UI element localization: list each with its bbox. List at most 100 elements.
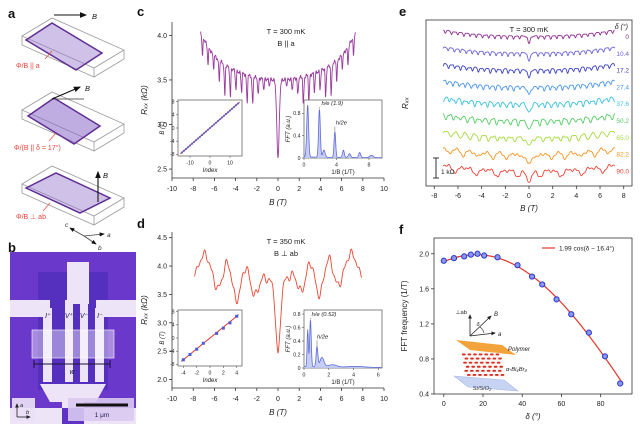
- svg-text:37.6: 37.6: [616, 101, 629, 108]
- axes: -10 -8 -6 -4 -2 0 2 4 6 8 10 2.5 3.0 3.5 4.0: [157, 22, 388, 193]
- svg-text:B (T): B (T): [160, 331, 166, 344]
- panel-e-chart: -8 -6 -4 -2 0 2 4 6 8 B (T) Rₓₓ T = 300 mK δ (°) 0 10.…: [401, 19, 633, 213]
- crystal-axes: c a b: [65, 222, 111, 250]
- svg-text:4: 4: [335, 163, 338, 169]
- svg-text:0: 0: [625, 34, 629, 41]
- field-label: B: [103, 171, 108, 180]
- svg-text:2: 2: [551, 193, 555, 200]
- svg-text:Si/SiO₂: Si/SiO₂: [473, 386, 492, 392]
- panel-d-chart: -10 -8 -6 -4 -2 0 2 4 6 8 10 2.0 2.5 3.0 3.5 4.0 4.5 B (T…: [140, 232, 388, 417]
- svg-text:50.2: 50.2: [616, 118, 629, 125]
- data-point: [539, 281, 546, 288]
- axis-a-label: a: [107, 232, 111, 239]
- svg-text:δ (°): δ (°): [615, 23, 628, 31]
- svg-text:0: 0: [172, 126, 175, 132]
- svg-text:Index: Index: [203, 168, 219, 174]
- svg-text:-8: -8: [170, 152, 175, 158]
- svg-text:3.5: 3.5: [157, 77, 167, 84]
- resistance-scale-bar: 1 kΩ: [433, 157, 455, 179]
- fft-inset: 0 2 4 6 0 0.2 0.4 0.6 0.8 1/B (1/T) FFT (a.u.) h/e …: [286, 309, 383, 386]
- svg-text:0.4: 0.4: [293, 133, 300, 139]
- svg-text:δ (°): δ (°): [525, 412, 541, 421]
- main-curve: [193, 248, 363, 354]
- svg-text:-10: -10: [167, 186, 177, 193]
- svg-text:4: 4: [318, 186, 322, 193]
- svg-text:h/2e: h/2e: [336, 121, 348, 127]
- svg-text:1.6: 1.6: [419, 286, 429, 293]
- svg-text:4: 4: [172, 323, 175, 329]
- svg-text:0: 0: [298, 366, 301, 372]
- svg-text:-2: -2: [254, 186, 260, 193]
- svg-text:90.0: 90.0: [616, 168, 629, 175]
- svg-text:-4: -4: [170, 349, 175, 355]
- panel-f-chart: 0 20 40 60 80 0.4 0.8 1.2 1.6 2.0 δ (°) FFT frequen…: [400, 237, 633, 421]
- svg-text:10.4: 10.4: [616, 51, 629, 58]
- svg-text:FFT (a.u.): FFT (a.u.): [286, 326, 292, 353]
- svg-text:0.6: 0.6: [293, 325, 300, 331]
- data-point: [617, 380, 624, 387]
- svg-text:0: 0: [209, 161, 212, 167]
- svg-text:2: 2: [222, 371, 225, 377]
- svg-text:-4: -4: [232, 396, 238, 403]
- svg-text:8: 8: [368, 163, 371, 169]
- svg-text:B: B: [494, 312, 498, 318]
- field-label: B: [85, 84, 90, 93]
- svg-text:20: 20: [479, 401, 487, 408]
- axes: -10 -8 -6 -4 -2 0 2 4 6 8 10 2.0 2.5 3.0 3.5 4.0 4.5: [157, 232, 388, 403]
- scale-bar-label: 1 μm: [95, 412, 110, 419]
- svg-text:8: 8: [172, 309, 175, 315]
- svg-text:4: 4: [172, 113, 175, 119]
- svg-text:1.2: 1.2: [419, 321, 429, 328]
- frame: [425, 19, 633, 187]
- orientation-axes: a b: [12, 398, 35, 421]
- svg-text:2.5: 2.5: [157, 167, 167, 174]
- svg-text:6: 6: [340, 186, 344, 193]
- axis-c-label: c: [65, 222, 69, 229]
- svg-text:8: 8: [172, 99, 175, 105]
- svg-text:3.0: 3.0: [157, 320, 167, 327]
- delta-curve-27.4: [442, 79, 615, 95]
- svg-text:6: 6: [377, 373, 380, 379]
- data-point: [568, 311, 575, 318]
- svg-text:4.0: 4.0: [157, 33, 167, 40]
- svg-text:27.4: 27.4: [616, 84, 629, 91]
- svg-text:65.0: 65.0: [616, 135, 629, 142]
- width-label: w: [69, 369, 75, 376]
- svg-text:10: 10: [380, 186, 388, 193]
- svg-text:0: 0: [303, 373, 306, 379]
- electrode-V-minus-label: V⁻: [80, 313, 89, 320]
- svg-text:-6: -6: [211, 186, 217, 193]
- fft-inset: 0 4 8 0 0.4 0.8 1/B (1/T) FFT (a.u.) h/e (1.9) h/…: [286, 99, 383, 176]
- svg-text:0.8: 0.8: [293, 312, 300, 318]
- delta-curve-10.4: [442, 46, 616, 62]
- svg-text:0.4: 0.4: [419, 392, 429, 399]
- svg-text:4: 4: [318, 396, 322, 403]
- delta-curve-37.6: [442, 96, 615, 113]
- svg-text:-6: -6: [211, 396, 217, 403]
- panel-b-micrograph: w I⁺ V⁺ V⁻ I⁻ a b 1 μm: [10, 252, 136, 424]
- field-label: B: [92, 12, 97, 21]
- axis-b-label: b: [98, 245, 102, 250]
- svg-text:4: 4: [235, 371, 238, 377]
- svg-text:10: 10: [380, 396, 388, 403]
- svg-text:B ⊥ ab: B ⊥ ab: [274, 249, 298, 258]
- field-arrow: [51, 86, 82, 100]
- index-inset: -4 -2 0 2 4 -8 -4 0 4 8 Index B (T): [160, 309, 243, 384]
- svg-text:T = 300 mK: T = 300 mK: [510, 25, 549, 34]
- svg-text:-8: -8: [190, 186, 196, 193]
- panel-c-chart: -10 -8 -6 -4 -2 0 2 4 6 8 10 2.5 3.0 3.5 4.0 B (T) Rₓₓ (…: [140, 22, 388, 207]
- svg-text:80: 80: [597, 401, 605, 408]
- svg-text:B (T): B (T): [160, 121, 166, 134]
- svg-text:4: 4: [352, 373, 355, 379]
- panel-f-label: f: [399, 222, 404, 237]
- electrode-labels: I⁺ V⁺ V⁻ I⁻: [45, 312, 103, 320]
- panel-a-schematics: B Φ/B || a B Φ/(B || δ = 17°) B Φ/B ⊥ ab…: [14, 12, 125, 250]
- panel-b-label: b: [8, 240, 16, 255]
- svg-text:Index: Index: [203, 378, 219, 384]
- delta-curve-50.2: [442, 113, 616, 130]
- svg-text:1 kΩ: 1 kΩ: [441, 169, 455, 176]
- plane-label: Φ/B ⊥ ab: [16, 214, 46, 221]
- svg-text:-8: -8: [431, 193, 437, 200]
- plane-label: Φ/B || a: [16, 63, 40, 70]
- data-point: [601, 353, 609, 360]
